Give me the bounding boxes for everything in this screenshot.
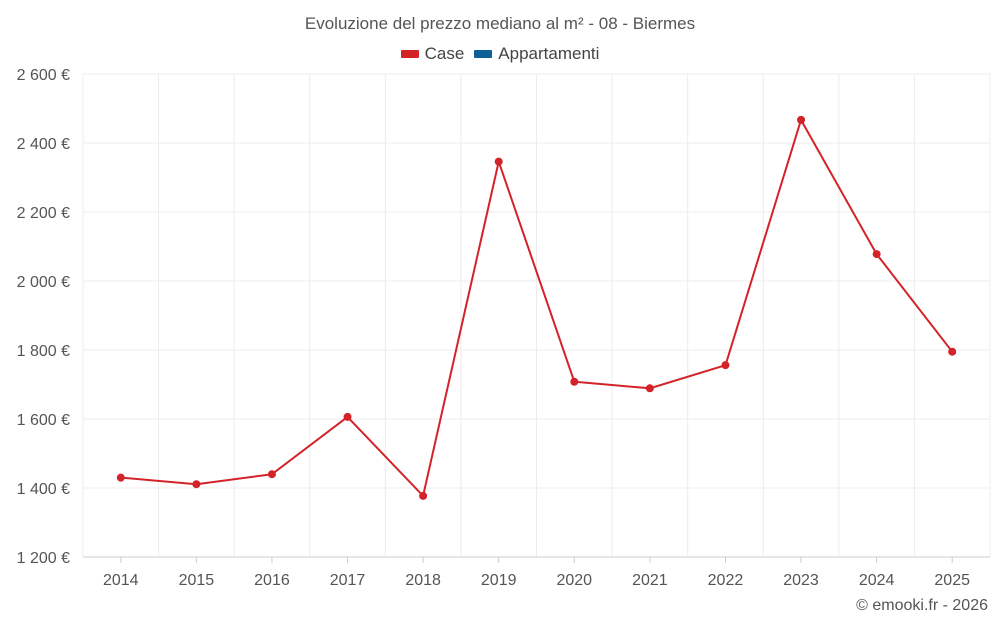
data-point: [570, 377, 579, 386]
x-tick-label: 2020: [556, 572, 592, 589]
credit: © emooki.fr - 2026: [856, 597, 988, 614]
legend-label-case: Case: [424, 44, 465, 63]
y-tick-label: 2 000 €: [17, 274, 70, 291]
y-tick-label: 2 400 €: [17, 136, 70, 153]
data-point: [343, 412, 352, 421]
x-tick-label: 2022: [708, 572, 744, 589]
data-point: [948, 347, 957, 356]
y-tick-label: 1 400 €: [17, 481, 70, 498]
data-point: [872, 250, 881, 259]
data-point: [645, 384, 654, 393]
data-point: [797, 115, 806, 124]
series-line-case: [120, 117, 953, 498]
x-tick-label: 2025: [934, 572, 970, 589]
x-tick-label: 2021: [632, 572, 668, 589]
x-tick-label: 2023: [783, 572, 819, 589]
legend-swatch-appartamenti: [474, 50, 493, 58]
y-tick-label: 1 600 €: [17, 412, 70, 429]
x-tick-label: 2018: [405, 572, 441, 589]
x-tick-label: 2016: [254, 572, 290, 589]
x-tick-label: 2014: [103, 572, 139, 589]
legend-item-case[interactable]: Case: [400, 44, 465, 64]
data-point: [419, 491, 428, 500]
data-point: [267, 470, 276, 479]
legend-item-appartamenti[interactable]: Appartamenti: [474, 44, 599, 64]
data-point: [721, 361, 730, 370]
chart-legend: Case Appartamenti: [0, 44, 1000, 64]
y-tick-label: 2 600 €: [17, 67, 70, 84]
y-tick-label: 1 200 €: [17, 550, 70, 567]
y-tick-label: 1 800 €: [17, 343, 70, 360]
legend-swatch-case: [400, 50, 419, 58]
data-point: [494, 157, 503, 166]
x-tick-label: 2019: [481, 572, 517, 589]
y-tick-label: 2 200 €: [17, 205, 70, 222]
chart-title: Evoluzione del prezzo mediano al m² - 08…: [304, 14, 696, 33]
data-point: [116, 473, 125, 482]
x-tick-label: 2017: [330, 572, 366, 589]
data-point: [192, 480, 201, 489]
x-tick-label: 2015: [179, 572, 215, 589]
legend-label-appartamenti: Appartamenti: [498, 44, 600, 63]
x-tick-label: 2024: [859, 572, 895, 589]
